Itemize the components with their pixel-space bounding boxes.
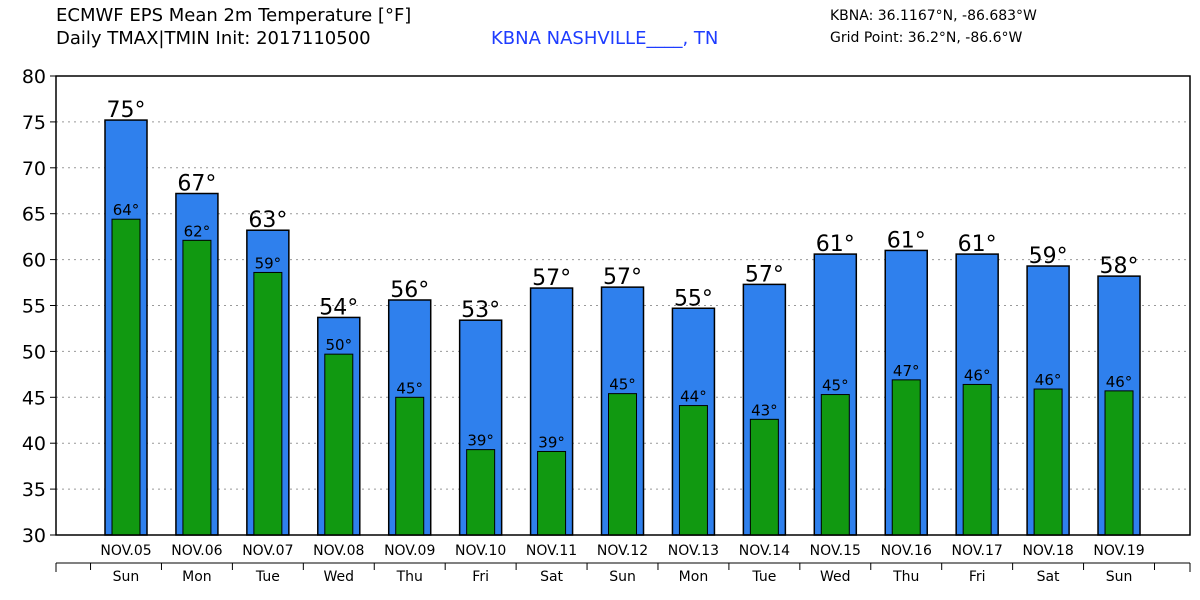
y-tick-label: 75 — [22, 112, 46, 134]
x-tick-day: Fri — [472, 569, 489, 585]
tmin-data-label: 46° — [1035, 371, 1062, 389]
tmin-bar — [820, 394, 850, 536]
tmin-data-label: 45° — [822, 377, 849, 395]
x-tick-day: Wed — [820, 569, 851, 585]
tmin-data-label: 39° — [467, 432, 494, 450]
x-tick-day: Tue — [255, 569, 280, 585]
x-tick-day: Sun — [1106, 569, 1133, 585]
x-tick-date: NOV.10 — [455, 543, 506, 559]
x-tick-date: NOV.12 — [597, 543, 648, 559]
x-tick-day: Thu — [892, 569, 919, 585]
x-tick-day: Sat — [540, 569, 563, 585]
tmin-bar — [111, 218, 141, 536]
x-tick-date: NOV.05 — [100, 543, 151, 559]
x-tick-date: NOV.13 — [668, 543, 719, 559]
tmin-data-label: 46° — [1106, 373, 1133, 391]
station-name: KBNA NASHVILLE____, TN — [491, 28, 719, 49]
y-tick-label: 80 — [22, 66, 46, 88]
tmin-bar — [678, 405, 708, 536]
x-tick-date: NOV.18 — [1022, 543, 1073, 559]
x-tick-date: NOV.11 — [526, 543, 577, 559]
x-tick-date: NOV.06 — [171, 543, 222, 559]
plot-frame — [55, 75, 1191, 536]
x-tick-day: Sat — [1037, 569, 1060, 585]
x-tick-date: NOV.16 — [881, 543, 932, 559]
tmin-bar — [1104, 390, 1134, 536]
y-tick-label: 55 — [22, 296, 46, 318]
tmin-bar — [395, 396, 425, 536]
tmin-bar — [1033, 388, 1063, 536]
y-tick-label: 30 — [22, 525, 46, 547]
tmin-bar — [749, 418, 779, 536]
x-tick-day: Mon — [182, 569, 212, 585]
tmin-data-label: 64° — [113, 201, 140, 219]
tmin-bar — [891, 379, 921, 536]
tmax-data-label: 57° — [745, 262, 784, 287]
x-tick-day: Tue — [751, 569, 776, 585]
tmin-data-label: 59° — [255, 254, 282, 272]
tmin-bar — [253, 271, 283, 536]
y-tick-label: 40 — [22, 433, 46, 455]
x-tick-date: NOV.07 — [242, 543, 293, 559]
x-tick-day: Sun — [113, 569, 140, 585]
x-tick-date: NOV.09 — [384, 543, 435, 559]
y-tick-label: 45 — [22, 387, 46, 409]
tmax-data-label: 54° — [319, 295, 358, 320]
y-axis: 80 75 70 65 60 55 50 45 40 35 30 — [22, 66, 56, 547]
x-axis: NOV.05 Sun NOV.06 Mon NOV.07 Tue NOV.08 Wed NOV.… — [55, 543, 1191, 585]
tmin-data-label: 50° — [325, 336, 352, 354]
y-tick-label: 50 — [22, 341, 46, 363]
x-tick-date: NOV.15 — [810, 543, 861, 559]
tmin-data-label: 46° — [964, 366, 991, 384]
station-coordinates: KBNA: 36.1167°N, -86.683°W — [830, 8, 1037, 24]
tmax-data-label: 61° — [816, 232, 855, 257]
tmin-bar — [182, 239, 212, 536]
x-tick-date: NOV.17 — [952, 543, 1003, 559]
tmin-bar — [324, 353, 354, 536]
tmax-data-label: 75° — [107, 98, 146, 123]
tmax-data-label: 56° — [390, 278, 429, 303]
y-tick-label: 65 — [22, 204, 46, 226]
tmax-data-label: 61° — [887, 228, 926, 253]
chart-title: ECMWF EPS Mean 2m Temperature [°F] — [56, 5, 412, 26]
tmax-data-label: 57° — [603, 265, 642, 290]
tmin-data-label: 62° — [184, 222, 211, 240]
x-tick-day: Wed — [324, 569, 355, 585]
tmin-data-label: 47° — [893, 362, 920, 380]
y-tick-label: 60 — [22, 250, 46, 272]
tmax-data-label: 67° — [177, 172, 216, 197]
tmax-data-label: 58° — [1100, 254, 1139, 279]
y-tick-label: 35 — [22, 479, 46, 501]
tmax-data-label: 53° — [461, 298, 500, 323]
tmin-bar — [466, 449, 496, 536]
x-tick-day: Fri — [969, 569, 986, 585]
x-tick-date: NOV.19 — [1093, 543, 1144, 559]
tmax-data-label: 63° — [248, 208, 287, 233]
x-tick-day: Mon — [679, 569, 709, 585]
x-tick-day: Thu — [396, 569, 423, 585]
tmax-data-label: 59° — [1029, 244, 1068, 269]
chart-subtitle: Daily TMAX|TMIN Init: 2017110500 — [56, 28, 371, 49]
tmin-data-label: 44° — [680, 388, 707, 406]
x-tick-date: NOV.08 — [313, 543, 364, 559]
tmin-bar — [962, 383, 992, 536]
tmin-data-label: 39° — [538, 433, 565, 451]
tmax-data-label: 61° — [958, 232, 997, 257]
tmax-data-label: 55° — [674, 286, 713, 311]
tmin-data-label: 43° — [751, 401, 778, 419]
grid-point-coordinates: Grid Point: 36.2°N, -86.6°W — [830, 30, 1023, 46]
x-tick-date: NOV.14 — [739, 543, 790, 559]
y-tick-label: 70 — [22, 158, 46, 180]
tmin-bar — [537, 450, 567, 536]
tmin-bar — [608, 393, 638, 536]
x-tick-day: Sun — [609, 569, 636, 585]
tmin-data-label: 45° — [396, 379, 423, 397]
tmin-data-label: 45° — [609, 376, 636, 394]
bars: 75° 64° 67° 62° 63° 59° 54° 50° 56° 45° 53° 39° 57° 3… — [104, 98, 1141, 536]
tmax-data-label: 57° — [532, 266, 571, 291]
